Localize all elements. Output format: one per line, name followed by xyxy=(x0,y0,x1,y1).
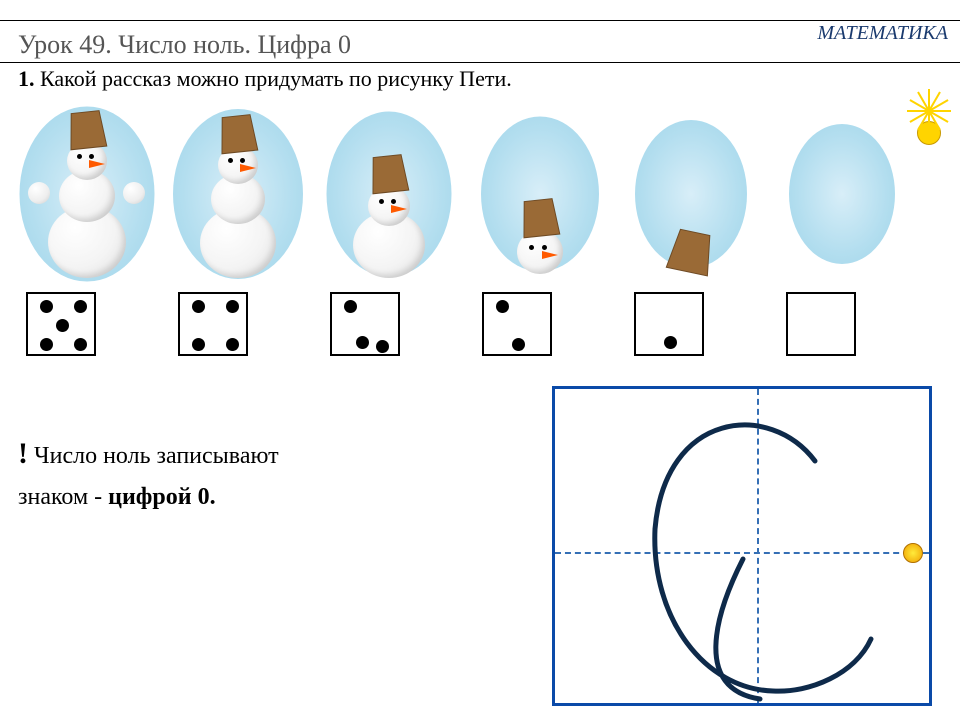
dice-3 xyxy=(330,292,400,356)
dice-4 xyxy=(178,292,248,356)
scene-6 xyxy=(769,104,914,284)
dice-dot xyxy=(192,338,205,351)
dice-row xyxy=(26,292,856,356)
nose-icon xyxy=(89,160,105,168)
bucket-hat-icon xyxy=(214,112,262,156)
scene-1 xyxy=(14,104,159,284)
dice-5 xyxy=(26,292,96,356)
scene-3 xyxy=(316,104,461,284)
eye xyxy=(89,154,94,159)
question-number: 1. xyxy=(18,66,35,91)
bucket-hat-icon xyxy=(63,108,111,152)
dice-dot xyxy=(40,300,53,313)
rule-bottom xyxy=(0,62,960,63)
dice-dot xyxy=(496,300,509,313)
note-line2-bold: цифрой 0. xyxy=(108,484,215,510)
nose-icon xyxy=(240,164,256,172)
dice-dot xyxy=(74,300,87,313)
lesson-title: Урок 49. Число ноль. Цифра 0 xyxy=(18,30,351,60)
writing-box xyxy=(552,386,932,706)
dice-dot xyxy=(376,340,389,353)
note-line2-pre: знаком - xyxy=(18,484,108,510)
oval-bg xyxy=(789,124,895,264)
dice-dot xyxy=(226,300,239,313)
dice-2 xyxy=(482,292,552,356)
dice-dot xyxy=(226,338,239,351)
dice-dot xyxy=(356,336,369,349)
eye xyxy=(228,158,233,163)
bucket-hat-icon xyxy=(516,196,564,240)
dice-dot xyxy=(512,338,525,351)
dice-dot xyxy=(192,300,205,313)
dice-1 xyxy=(634,292,704,356)
dice-0 xyxy=(786,292,856,356)
snowman-arm-right xyxy=(123,182,145,204)
exclamation-icon: ! xyxy=(18,437,28,470)
subject-label: МАТЕМАТИКА xyxy=(817,22,948,45)
nose-icon xyxy=(542,251,558,259)
note-block: ! Число ноль записывают знаком - цифрой … xyxy=(18,430,279,516)
snowman-arm-left xyxy=(28,182,50,204)
rule-top xyxy=(0,20,960,21)
eye xyxy=(529,245,534,250)
eye xyxy=(379,199,384,204)
snowmen-row xyxy=(14,104,944,284)
dice-dot xyxy=(664,336,677,349)
question-text: Какой рассказ можно придумать по рисунку… xyxy=(40,66,512,91)
scene-4 xyxy=(467,104,612,284)
scene-5 xyxy=(618,104,763,284)
dice-dot xyxy=(40,338,53,351)
scene-2 xyxy=(165,104,310,284)
eye xyxy=(77,154,82,159)
bucket-hat-icon xyxy=(365,152,413,196)
dice-dot xyxy=(74,338,87,351)
start-dot-icon xyxy=(903,543,923,563)
dice-dot xyxy=(56,319,69,332)
nose-icon xyxy=(391,205,407,213)
eye xyxy=(542,245,547,250)
eye xyxy=(391,199,396,204)
question-line: 1. Какой рассказ можно придумать по рису… xyxy=(18,66,512,92)
sun-icon xyxy=(906,110,952,156)
bucket-hat-icon xyxy=(661,225,719,278)
eye xyxy=(240,158,245,163)
digit-zero-trace xyxy=(555,389,935,709)
dice-dot xyxy=(344,300,357,313)
note-line1: Число ноль записывают xyxy=(34,443,279,469)
